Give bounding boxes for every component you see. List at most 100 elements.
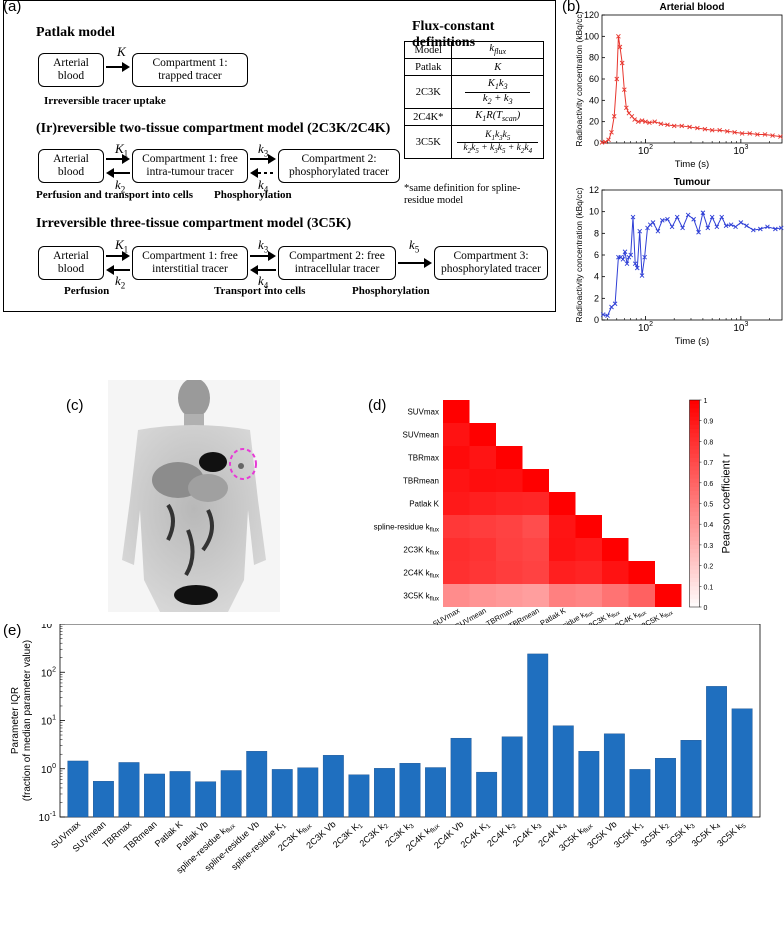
x-tick-label: 102 bbox=[638, 321, 653, 334]
bar bbox=[680, 740, 702, 818]
row-label: 2C4K kflux bbox=[403, 569, 439, 580]
threetissue-compartment2-box: Compartment 2: free intracellular tracer bbox=[278, 246, 396, 280]
data-point bbox=[717, 127, 723, 133]
colorbar-tick-label: 0.6 bbox=[704, 481, 714, 488]
heatmap-cell bbox=[522, 561, 549, 584]
data-point bbox=[744, 223, 749, 229]
data-point bbox=[620, 257, 626, 262]
colorbar-segment bbox=[689, 561, 700, 567]
colorbar-segment bbox=[689, 524, 700, 529]
data-point bbox=[650, 220, 656, 225]
data-point bbox=[747, 131, 753, 136]
colorbar-segment bbox=[689, 598, 700, 604]
threetissue-caption-transport: Transport into cells bbox=[214, 285, 306, 297]
column-label: TBRmean bbox=[507, 606, 541, 625]
colorbar-segment bbox=[689, 520, 700, 525]
colorbar-segment bbox=[689, 428, 700, 434]
twotissue-caption-perfusion: Perfusion and transport into cells bbox=[36, 189, 194, 201]
arterial-blood-chart: Arterial blood 0 20 40 60 80 100 120 102 103 Time … bbox=[574, 2, 783, 170]
data-point bbox=[778, 225, 784, 231]
heatmap-cell bbox=[549, 515, 576, 538]
y-tick-label: 100 bbox=[584, 31, 599, 41]
flux-header-kflux: kflux bbox=[451, 41, 544, 59]
data-point bbox=[758, 226, 763, 232]
colorbar-segment bbox=[689, 507, 700, 513]
heatmap-cell bbox=[496, 469, 523, 492]
threetissue-caption-phosphorylation: Phosphorylation bbox=[352, 285, 430, 297]
heatmap-cell bbox=[443, 492, 470, 515]
colorbar-tick-label: 0.2 bbox=[704, 564, 714, 571]
bar bbox=[374, 768, 395, 818]
colorbar-segment bbox=[689, 462, 700, 467]
data-point bbox=[639, 118, 645, 123]
row-label: 2C3K kflux bbox=[403, 546, 439, 557]
heatmap-cell bbox=[469, 538, 496, 561]
data-point bbox=[600, 312, 606, 317]
colorbar-segment bbox=[689, 408, 700, 413]
colorbar-segment bbox=[689, 441, 700, 447]
heatmap-cell bbox=[496, 446, 523, 469]
colorbar-tick-label: 1 bbox=[704, 398, 708, 405]
flux-definition: K1k3 k2 + k3 bbox=[451, 75, 544, 109]
y-axis-label: Parameter IQR bbox=[10, 687, 21, 754]
heatmap-cell bbox=[469, 492, 496, 515]
data-point bbox=[647, 222, 653, 227]
data-point bbox=[714, 224, 720, 230]
plot-frame bbox=[601, 14, 783, 144]
heatmap-cell bbox=[469, 584, 496, 607]
data-point bbox=[658, 121, 664, 127]
colorbar-segment bbox=[689, 590, 700, 596]
heatmap-cell bbox=[522, 538, 549, 561]
patlak-caption: Irreversible tracer uptake bbox=[44, 95, 166, 107]
y-tick-label: 8 bbox=[594, 228, 599, 238]
bar bbox=[195, 781, 217, 818]
tumour-chart: Tumour 0 2 4 6 8 10 12 102 103 Time (s) Radioactivi… bbox=[574, 178, 784, 347]
bar bbox=[425, 767, 446, 818]
x-tick-label: 2C3K K1 bbox=[331, 819, 365, 851]
twotissue-caption-phosphorylation: Phosphorylation bbox=[214, 189, 292, 201]
data-point bbox=[738, 220, 744, 225]
data-point bbox=[622, 87, 627, 92]
pet-mip-image bbox=[108, 380, 280, 612]
data-point bbox=[665, 216, 670, 222]
x-tick-label: 3C5K k3 bbox=[664, 819, 697, 850]
flux-definition: K1R(Tscan) bbox=[451, 108, 544, 126]
bar bbox=[603, 733, 625, 818]
colorbar-segment bbox=[689, 544, 700, 550]
data-point bbox=[643, 119, 648, 124]
heatmap-cell bbox=[655, 584, 682, 607]
flux-table-footnote: *same definition for spline-residue mode… bbox=[404, 183, 521, 206]
y-tick-label: 80 bbox=[589, 53, 599, 63]
compartment-model-panel: Patlak model Arterial blood K Compartmen… bbox=[3, 0, 556, 312]
colorbar-segment bbox=[689, 424, 700, 430]
twotissue-rate-k2: k2 bbox=[115, 177, 126, 195]
data-point bbox=[635, 119, 641, 124]
heatmap-cell bbox=[496, 538, 523, 561]
data-point bbox=[762, 132, 768, 137]
heatmap-cell bbox=[628, 584, 655, 607]
bar bbox=[220, 770, 242, 818]
panel-label-b: (b) bbox=[562, 0, 581, 15]
data-point bbox=[611, 114, 617, 119]
heatmap-cell bbox=[469, 561, 496, 584]
bar bbox=[399, 763, 421, 818]
data-point bbox=[652, 119, 658, 124]
patlak-arterial-box: Arterial blood bbox=[38, 53, 104, 87]
colorbar-segment bbox=[689, 416, 700, 422]
series-line bbox=[603, 210, 782, 317]
x-tick-label: 102 bbox=[638, 144, 653, 157]
data-point bbox=[773, 226, 778, 232]
flux-constant-table: Model kflux Patlak K 2C3K K1k3 k2 + k3 2C… bbox=[403, 41, 544, 159]
x-tick-label: 3C5K K1 bbox=[612, 819, 646, 851]
threetissue-rate-k3: k3 bbox=[258, 237, 269, 255]
row-label: TBRmean bbox=[403, 477, 439, 486]
colorbar-segment bbox=[689, 565, 700, 571]
data-point bbox=[639, 273, 645, 278]
threetissue-arterial-box: Arterial blood bbox=[38, 246, 104, 280]
colorbar-segment bbox=[689, 557, 700, 562]
colorbar-segment bbox=[689, 549, 700, 554]
threetissue-rate-k4: k4 bbox=[258, 273, 269, 291]
x-tick-label: 2C4K K1 bbox=[459, 819, 493, 851]
heatmap-cell bbox=[496, 584, 523, 607]
row-label: TBRmax bbox=[408, 454, 439, 463]
